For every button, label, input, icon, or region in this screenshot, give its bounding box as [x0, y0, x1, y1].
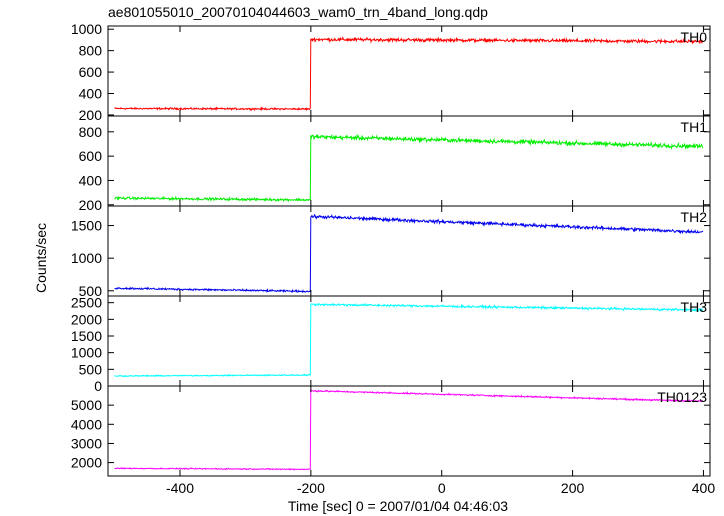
chart-title: ae801055010_20070104044603_wam0_trn_4ban… — [108, 4, 488, 20]
x-axis-label: Time [sec] 0 = 2007/01/04 04:46:03 — [288, 498, 508, 514]
y-tick-label: 200 — [79, 197, 103, 213]
series-line-th3 — [114, 302, 704, 378]
y-tick-label: 400 — [79, 86, 103, 102]
panel-th0123: 2000 3000 4000 5000 TH0123 — [71, 385, 711, 477]
y-tick-label: 400 — [79, 172, 103, 188]
y-tick-label: 2000 — [71, 455, 102, 471]
y-tick-label: 3000 — [71, 435, 102, 451]
series-line-th0 — [114, 36, 704, 112]
panel-frame — [107, 115, 711, 207]
y-tick-label: 600 — [79, 148, 103, 164]
series-label-th3: TH3 — [681, 299, 708, 315]
y-tick-label: 1000 — [71, 345, 102, 361]
series-label-th0: TH0 — [681, 29, 708, 45]
panel-frame — [107, 295, 711, 387]
series-label-th2: TH2 — [681, 209, 708, 225]
y-tick-label: 5000 — [71, 397, 102, 413]
series-label-th1: TH1 — [681, 119, 708, 135]
panel-th2: 500 1000 1500 TH2 — [71, 205, 711, 299]
series-line-th2 — [114, 213, 704, 294]
y-tick-label: 2000 — [71, 311, 102, 327]
y-tick-label: 200 — [79, 107, 103, 123]
series-label-th0123: TH0123 — [657, 389, 707, 405]
panel-th1: 200 400 600 800 TH1 — [79, 115, 711, 213]
x-tick-label: 200 — [561, 480, 585, 496]
x-tick-label: -400 — [166, 480, 194, 496]
y-tick-label: 800 — [79, 43, 103, 59]
series-line-th1 — [114, 133, 704, 203]
y-tick-label: 500 — [79, 283, 103, 299]
y-tick-label: 1000 — [71, 250, 102, 266]
y-tick-label: 0 — [94, 378, 102, 394]
y-tick-label: 600 — [79, 64, 103, 80]
x-tick-label: 400 — [692, 480, 716, 496]
y-axis-label: Counts/sec — [33, 223, 49, 293]
y-tick-label: 4000 — [71, 416, 102, 432]
x-tick-label: 0 — [438, 480, 446, 496]
y-tick-label: 2500 — [71, 295, 102, 311]
panel-frame — [107, 385, 711, 477]
x-tick-label: -200 — [297, 480, 325, 496]
y-tick-label: 800 — [79, 124, 103, 140]
y-tick-label: 500 — [79, 361, 103, 377]
y-tick-label: 1500 — [71, 328, 102, 344]
y-tick-label: 1000 — [71, 21, 102, 37]
series-line-th0123 — [114, 389, 704, 471]
y-tick-label: 1500 — [71, 218, 102, 234]
panel-th0: 200 400 600 800 1000 TH0 — [71, 21, 711, 123]
